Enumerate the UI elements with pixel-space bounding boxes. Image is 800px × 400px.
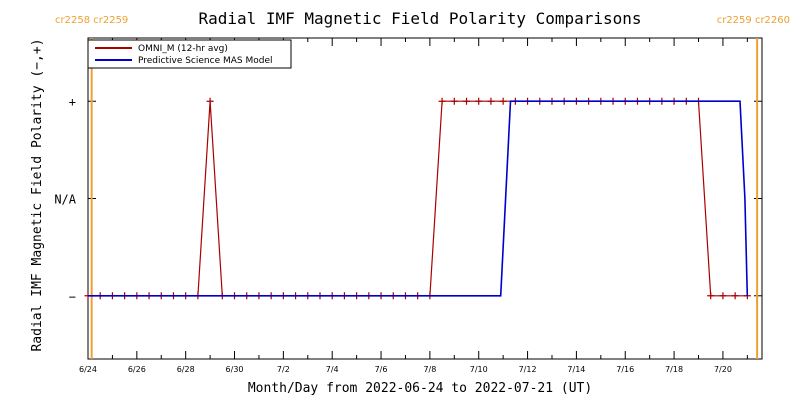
x-tick-label: 7/12 [519, 365, 537, 374]
legend-label-model: Predictive Science MAS Model [138, 56, 273, 66]
x-tick-label: 6/28 [177, 365, 195, 374]
axis-ticks: 6/24 6/26 6/28 6/30 7/2 7/4 7/6 7/8 7/10 7/12 7/14… [54, 38, 762, 374]
data-point-omni [206, 97, 214, 105]
x-tick-label: 6/30 [226, 365, 244, 374]
x-tick-label: 6/24 [79, 365, 97, 374]
data-point-omni [499, 97, 507, 105]
x-tick-label: 7/2 [277, 365, 290, 374]
data-point-omni [438, 97, 446, 105]
legend-label-omni: OMNI_M (12-hr avg) [138, 44, 228, 54]
x-tick-label: 7/18 [665, 365, 683, 374]
y-axis-label: Radial IMF Magnetic Field Polarity (−,+) [30, 38, 45, 351]
x-tick-label: 7/4 [326, 365, 339, 374]
data-point-omni [475, 97, 483, 105]
x-tick-label: 7/20 [714, 365, 732, 374]
rotation-lines [90, 38, 759, 359]
x-axis-label: Month/Day from 2022-06-24 to 2022-07-21 … [248, 381, 592, 396]
chart-title: Radial IMF Magnetic Field Polarity Compa… [198, 9, 641, 28]
plot-frame [87, 37, 763, 360]
rotation-label-left: cr2258 cr2259 [55, 15, 128, 26]
legend-box [87, 39, 292, 69]
y-tick-label: + [69, 95, 76, 109]
data-point-omni [707, 292, 715, 300]
series-line-omni [88, 100, 748, 297]
x-tick-label: 7/8 [423, 365, 436, 374]
x-tick-label: 6/26 [128, 365, 146, 374]
data-point-omni [719, 292, 727, 300]
x-tick-label: 7/10 [470, 365, 488, 374]
series-line-model [88, 100, 749, 297]
x-tick-label: 7/16 [616, 365, 634, 374]
data-point-omni [487, 97, 495, 105]
rotation-label-right: cr2259 cr2260 [717, 15, 790, 26]
x-tick-label: 7/6 [375, 365, 388, 374]
legend: OMNI_M (12-hr avg) Predictive Science MA… [87, 39, 292, 69]
y-tick-label: − [69, 290, 76, 304]
data-point-omni [450, 97, 458, 105]
x-tick-label: 7/14 [567, 365, 585, 374]
series-layer [84, 97, 751, 300]
y-tick-label: N/A [54, 193, 76, 207]
data-point-omni [463, 97, 471, 105]
data-point-omni [731, 292, 739, 300]
